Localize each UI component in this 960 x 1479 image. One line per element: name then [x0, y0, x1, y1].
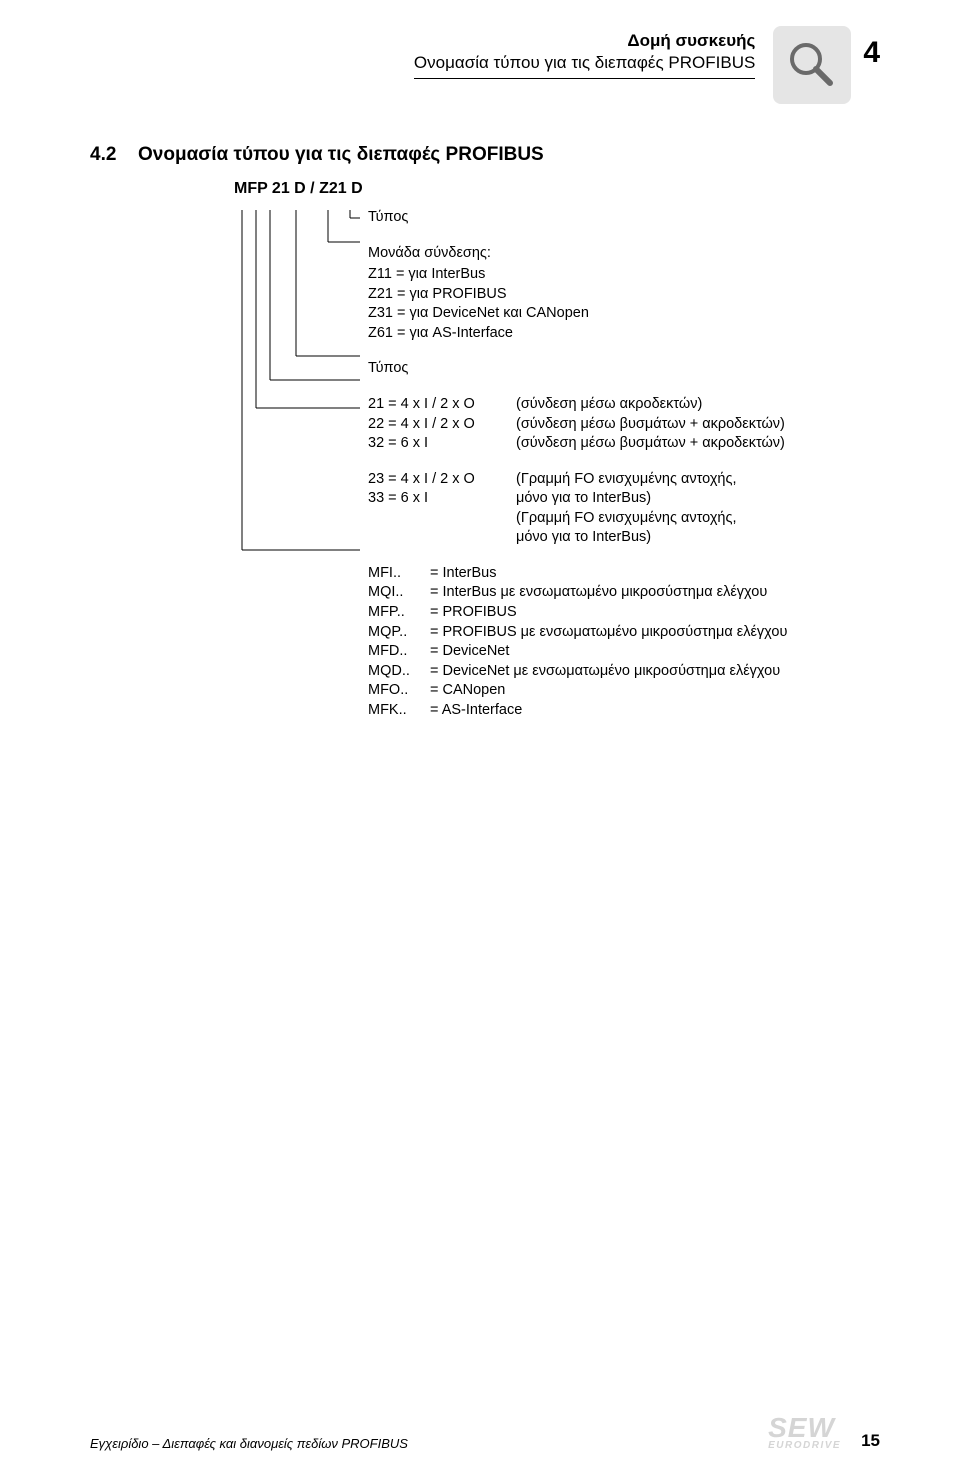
leaf-io-block-b: 23 = 4 x I / 2 x O(Γραμμή FO ενισχυμένης…	[368, 470, 787, 548]
prefix-def-row: MQI..= InterBus με ενσωματωμένο μικροσύσ…	[368, 583, 787, 603]
io-b-left	[368, 509, 516, 529]
prefix-val: = DeviceNet με ενσωματωμένο μικροσύστημα…	[430, 662, 780, 682]
connection-unit-item: Z61 = για AS-Interface	[368, 324, 787, 344]
leaf-typos-2: Τύπος	[368, 359, 787, 379]
leaf-connection-unit: Μονάδα σύνδεσης: Z11 = για InterBus Z21 …	[368, 244, 787, 344]
type-designation-block: MFP 21 D / Z21 D	[236, 180, 880, 736]
io-b-right: μόνο για το InterBus)	[516, 489, 651, 509]
prefix-def-row: MQD..= DeviceNet με ενσωματωμένο μικροσύ…	[368, 662, 787, 682]
prefix-key: MFI..	[368, 564, 430, 584]
prefix-def-row: MFP..= PROFIBUS	[368, 603, 787, 623]
prefix-val: = InterBus	[430, 564, 497, 584]
io-a-left: 32 = 6 x I	[368, 434, 516, 454]
prefix-key: MFD..	[368, 642, 430, 662]
page-number: 15	[861, 1431, 880, 1451]
leaf-typos-1: Τύπος	[368, 208, 787, 228]
footer-text: Εγχειρίδιο – Διεπαφές και διανομείς πεδί…	[90, 1436, 408, 1451]
magnifier-icon	[773, 26, 851, 104]
page-header: Δομή συσκευής Ονομασία τύπου για τις διε…	[90, 30, 880, 104]
header-title: Δομή συσκευής	[414, 30, 755, 52]
header-subtitle: Ονομασία τύπου για τις διεπαφές PROFIBUS	[414, 52, 755, 74]
section-number: 4.2	[90, 144, 138, 166]
section-heading: 4.2 Ονομασία τύπου για τις διεπαφές PROF…	[90, 144, 880, 166]
prefix-val: = InterBus με ενσωματωμένο μικροσύστημα …	[430, 583, 767, 603]
sew-logo-sub: EURODRIVE	[768, 1440, 841, 1451]
prefix-key: MFO..	[368, 681, 430, 701]
code-line: MFP 21 D / Z21 D	[234, 180, 880, 198]
bracket-tree-icon	[236, 210, 360, 700]
sew-logo: SEW EURODRIVE	[768, 1417, 841, 1451]
prefix-def-row: MFO..= CANopen	[368, 681, 787, 701]
prefix-def-row: MFI..= InterBus	[368, 564, 787, 584]
tree-row: Τύπος Μονάδα σύνδεσης: Z11 = για InterBu…	[236, 210, 880, 736]
chapter-number: 4	[863, 36, 880, 70]
io-b-right: (Γραμμή FO ενισχυμένης αντοχής,	[516, 509, 737, 529]
prefix-def-row: MFD..= DeviceNet	[368, 642, 787, 662]
io-a-right: (σύνδεση μέσω ακροδεκτών)	[516, 395, 702, 415]
header-rule	[414, 78, 755, 79]
prefix-key: MQD..	[368, 662, 430, 682]
footer-right: SEW EURODRIVE 15	[768, 1417, 880, 1451]
prefix-val: = DeviceNet	[430, 642, 509, 662]
connection-unit-item: Z31 = για DeviceNet και CANopen	[368, 304, 787, 324]
io-a-left: 21 = 4 x I / 2 x O	[368, 395, 516, 415]
prefix-def-row: MQP..= PROFIBUS με ενσωματωμένο μικροσύσ…	[368, 623, 787, 643]
prefix-val: = PROFIBUS	[430, 603, 517, 623]
connection-unit-title: Μονάδα σύνδεσης:	[368, 244, 787, 264]
prefix-key: MQI..	[368, 583, 430, 603]
leaf-column: Τύπος Μονάδα σύνδεσης: Z11 = για InterBu…	[368, 210, 787, 736]
page: Δομή συσκευής Ονομασία τύπου για τις διε…	[0, 0, 960, 1479]
prefix-val: = AS-Interface	[430, 701, 522, 721]
leaf-typos-1-text: Τύπος	[368, 208, 787, 228]
sew-logo-main: SEW	[768, 1412, 835, 1443]
header-text-block: Δομή συσκευής Ονομασία τύπου για τις διε…	[414, 30, 755, 79]
leaf-io-block-a: 21 = 4 x I / 2 x O(σύνδεση μέσω ακροδεκτ…	[368, 395, 787, 454]
prefix-key: MFK..	[368, 701, 430, 721]
io-b-right: μόνο για το InterBus)	[516, 528, 651, 548]
prefix-key: MFP..	[368, 603, 430, 623]
prefix-val: = CANopen	[430, 681, 505, 701]
io-a-right: (σύνδεση μέσω βυσμάτων + ακροδεκτών)	[516, 415, 785, 435]
io-b-left: 33 = 6 x I	[368, 489, 516, 509]
page-footer: Εγχειρίδιο – Διεπαφές και διανομείς πεδί…	[90, 1417, 880, 1451]
io-b-right: (Γραμμή FO ενισχυμένης αντοχής,	[516, 470, 737, 490]
io-b-left	[368, 528, 516, 548]
io-b-left: 23 = 4 x I / 2 x O	[368, 470, 516, 490]
prefix-val: = PROFIBUS με ενσωματωμένο μικροσύστημα …	[430, 623, 787, 643]
io-a-left: 22 = 4 x I / 2 x O	[368, 415, 516, 435]
prefix-key: MQP..	[368, 623, 430, 643]
connection-unit-item: Z21 = για PROFIBUS	[368, 285, 787, 305]
leaf-typos-2-text: Τύπος	[368, 359, 787, 379]
connection-unit-item: Z11 = για InterBus	[368, 265, 787, 285]
section-title: Ονομασία τύπου για τις διεπαφές PROFIBUS	[138, 144, 544, 166]
io-a-right: (σύνδεση μέσω βυσμάτων + ακροδεκτών)	[516, 434, 785, 454]
leaf-prefix-defs: MFI..= InterBus MQI..= InterBus με ενσωμ…	[368, 564, 787, 721]
prefix-def-row: MFK..= AS-Interface	[368, 701, 787, 721]
